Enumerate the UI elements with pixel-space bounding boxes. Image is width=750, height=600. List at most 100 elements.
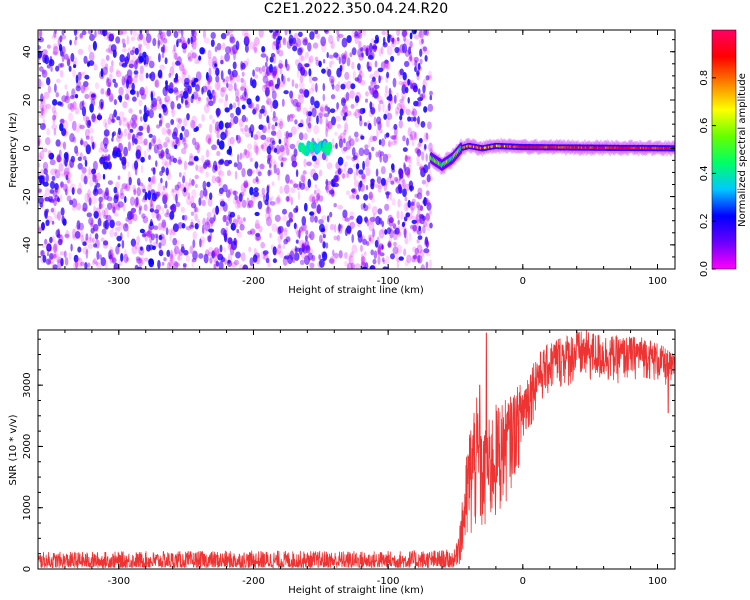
noise-cell xyxy=(272,66,278,77)
noise-cell xyxy=(424,236,429,246)
noise-cell xyxy=(161,189,166,200)
noise-cell xyxy=(387,214,393,223)
noise-cell xyxy=(182,263,187,268)
noise-cell xyxy=(276,194,281,203)
noise-cell xyxy=(75,74,79,84)
noise-cell xyxy=(288,34,294,44)
noise-cell xyxy=(240,60,244,71)
noise-cell xyxy=(143,138,148,146)
noise-cell xyxy=(175,95,179,101)
noise-cell xyxy=(134,166,138,176)
noise-cell xyxy=(76,202,82,211)
noise-cell xyxy=(149,208,155,213)
noise-cell xyxy=(340,109,346,117)
noise-cell xyxy=(287,179,292,185)
noise-cell xyxy=(395,37,401,45)
noise-cell xyxy=(397,37,400,42)
noise-cell xyxy=(71,88,76,98)
noise-cell xyxy=(127,141,131,152)
noise-cell xyxy=(348,255,354,265)
noise-cell xyxy=(425,252,431,257)
noise-cell xyxy=(130,36,136,42)
noise-cell xyxy=(38,139,41,147)
noise-cell xyxy=(229,211,236,218)
noise-cell xyxy=(413,87,418,93)
noise-cell xyxy=(129,49,135,56)
noise-cell xyxy=(416,244,423,254)
noise-cell xyxy=(54,253,59,258)
noise-cell xyxy=(302,69,308,77)
noise-cell xyxy=(184,77,190,85)
noise-cell xyxy=(177,118,183,124)
noise-cell xyxy=(80,234,84,244)
noise-cell xyxy=(378,75,381,84)
noise-cell xyxy=(239,224,245,231)
noise-cell xyxy=(369,265,376,269)
noise-cell xyxy=(374,89,377,95)
noise-cell xyxy=(179,62,184,72)
noise-cell xyxy=(388,103,391,112)
noise-cell xyxy=(206,217,210,226)
noise-cell xyxy=(268,79,274,87)
noise-cell xyxy=(189,245,194,254)
colorbar-frame xyxy=(711,29,737,270)
noise-cell xyxy=(399,115,403,121)
noise-cell xyxy=(146,230,151,238)
noise-cell xyxy=(354,108,361,119)
noise-cell xyxy=(138,125,144,131)
noise-cell xyxy=(401,30,408,37)
noise-cell xyxy=(146,124,150,134)
noise-cell xyxy=(243,217,246,222)
noise-cell xyxy=(347,262,353,269)
noise-cell xyxy=(404,60,410,68)
noise-cell xyxy=(307,178,312,188)
noise-cell xyxy=(149,71,156,82)
noise-cell xyxy=(308,68,312,77)
noise-cell xyxy=(233,190,237,196)
noise-cell xyxy=(316,204,322,215)
noise-cell xyxy=(369,216,376,223)
noise-cell xyxy=(306,161,312,167)
noise-cell xyxy=(393,241,397,247)
noise-cell xyxy=(92,237,95,244)
noise-cell xyxy=(42,181,49,187)
noise-cell xyxy=(264,137,269,147)
noise-cell xyxy=(379,100,384,105)
noise-cell xyxy=(247,200,253,207)
noise-cell xyxy=(418,30,425,39)
noise-cell xyxy=(88,51,95,62)
colorbar-tick-label: 0.6 xyxy=(699,118,710,134)
noise-cell xyxy=(112,206,116,214)
noise-cell xyxy=(344,71,350,80)
noise-cell xyxy=(61,215,65,224)
noise-cell xyxy=(148,60,155,69)
noise-cell xyxy=(172,223,179,233)
noise-cell xyxy=(248,246,252,253)
noise-cell xyxy=(304,186,310,191)
noise-cell xyxy=(352,163,359,168)
noise-cell xyxy=(148,177,152,182)
noise-cell xyxy=(169,66,175,76)
noise-cell xyxy=(404,30,409,36)
noise-cell xyxy=(373,84,380,90)
noise-cell xyxy=(404,172,408,178)
noise-cell xyxy=(174,30,177,33)
noise-cell xyxy=(333,203,337,208)
noise-cell xyxy=(318,219,324,225)
noise-cell xyxy=(285,63,290,71)
noise-cell xyxy=(348,253,352,263)
noise-cell xyxy=(403,79,409,88)
noise-cell xyxy=(218,261,224,269)
noise-cell xyxy=(101,209,106,217)
noise-cell xyxy=(395,111,399,116)
noise-cell xyxy=(127,47,131,53)
noise-cell xyxy=(150,103,154,110)
noise-cell xyxy=(374,239,379,248)
noise-cell xyxy=(361,266,368,269)
noise-cell xyxy=(420,121,426,128)
noise-cell xyxy=(38,188,42,193)
noise-cell xyxy=(222,214,227,223)
y-tick-label: 0 xyxy=(22,145,33,151)
noise-cell xyxy=(214,63,218,68)
